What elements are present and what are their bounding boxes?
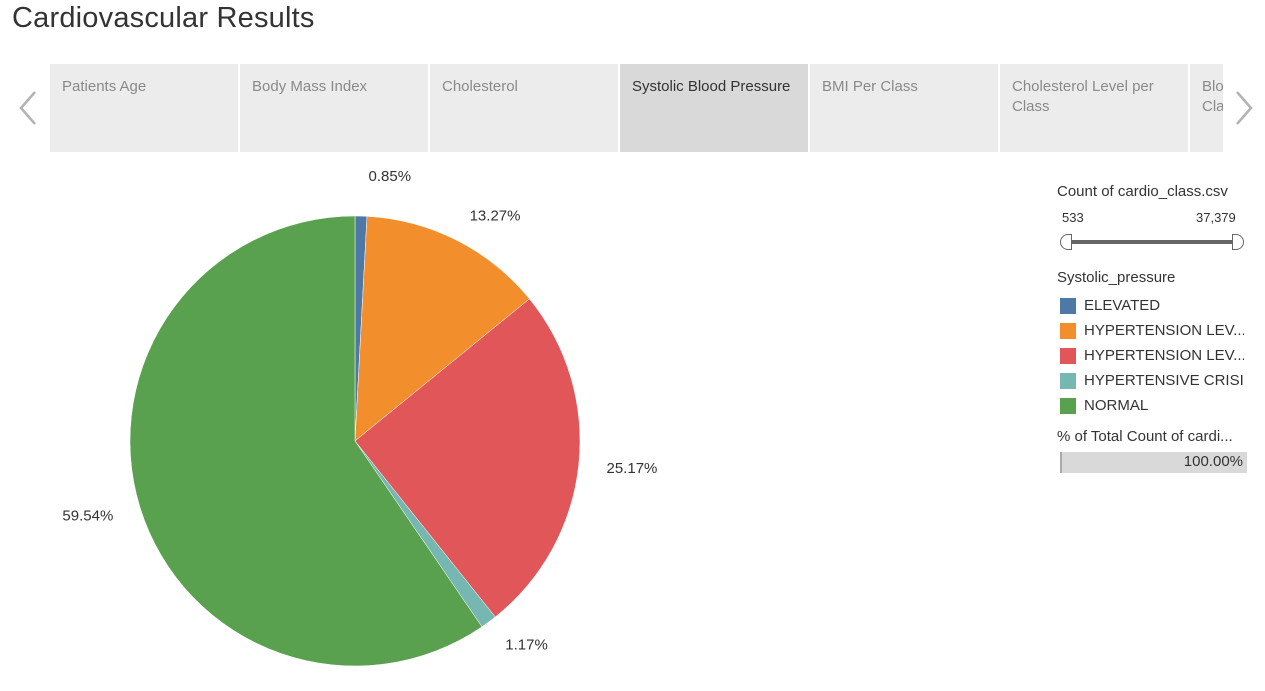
- previous-story-button[interactable]: [14, 84, 42, 132]
- range-slider-min-handle[interactable]: [1060, 234, 1072, 250]
- pie-slice-label: 59.54%: [62, 508, 113, 525]
- legend-swatch: [1060, 297, 1076, 314]
- story-tabs: Patients Age Body Mass Index Cholesterol…: [50, 64, 1223, 152]
- legend-swatch: [1060, 372, 1076, 389]
- chevron-right-icon: [1236, 91, 1253, 125]
- legend-label: ELEVATED: [1084, 297, 1161, 314]
- range-slider-max-handle[interactable]: [1232, 234, 1244, 250]
- pie-slice-label: 25.17%: [607, 460, 658, 477]
- legend-label: HYPERTENSION LEV...: [1084, 322, 1244, 339]
- range-min-value: 533: [1062, 210, 1084, 225]
- page-title: Cardiovascular Results: [12, 2, 315, 34]
- legend-swatch: [1060, 322, 1076, 339]
- legend-title: Systolic_pressure: [1057, 269, 1176, 286]
- tab-body-mass-index[interactable]: Body Mass Index: [240, 64, 428, 152]
- tab-bmi-per-class[interactable]: BMI Per Class: [810, 64, 998, 152]
- systolic-pressure-pie-chart: 0.85% 13.27% 25.17% 1.17% 59.54%: [62, 168, 658, 667]
- percent-of-total-title: % of Total Count of cardi...: [1057, 428, 1233, 445]
- legend-label: NORMAL: [1084, 397, 1149, 414]
- legend-swatch: [1060, 347, 1076, 364]
- pie-slice-hypertension-level-1[interactable]: [354, 216, 530, 442]
- legend-item-hypertension-level-2[interactable]: HYPERTENSION LEV...: [1060, 343, 1250, 368]
- pie-slice-label: 0.85%: [369, 168, 412, 185]
- tab-patients-age[interactable]: Patients Age: [50, 64, 238, 152]
- pie-slice-label: 13.27%: [470, 208, 521, 225]
- tab-systolic-blood-pressure[interactable]: Systolic Blood Pressure: [620, 64, 808, 152]
- tab-blood-pressure-per-class[interactable]: Blood Pressure per Class: [1190, 64, 1223, 152]
- pie-slice-hypertension-level-2[interactable]: [354, 298, 581, 618]
- percent-of-total-bar[interactable]: 100.00%: [1060, 452, 1247, 473]
- tab-cholesterol[interactable]: Cholesterol: [430, 64, 618, 152]
- next-story-button[interactable]: [1230, 84, 1258, 132]
- legend-label: HYPERTENSIVE CRISIS: [1084, 372, 1244, 389]
- pie-slice-label: 1.17%: [505, 637, 548, 654]
- legend-label: HYPERTENSION LEV...: [1084, 347, 1244, 364]
- range-slider-track[interactable]: [1066, 240, 1238, 244]
- tab-cholesterol-level-per-class[interactable]: Cholesterol Level per Class: [1000, 64, 1188, 152]
- legend-item-normal[interactable]: NORMAL: [1060, 393, 1250, 418]
- legend-swatch: [1060, 397, 1076, 414]
- story-tabs-strip: Patients Age Body Mass Index Cholesterol…: [50, 64, 1223, 152]
- count-filter-title: Count of cardio_class.csv: [1057, 183, 1228, 200]
- color-legend: ELEVATED HYPERTENSION LEV... HYPERTENSIO…: [1060, 293, 1250, 418]
- range-max-value: 37,379: [1196, 210, 1236, 225]
- legend-item-elevated[interactable]: ELEVATED: [1060, 293, 1250, 318]
- legend-item-hypertensive-crisis[interactable]: HYPERTENSIVE CRISIS: [1060, 368, 1250, 393]
- legend-item-hypertension-level-1[interactable]: HYPERTENSION LEV...: [1060, 318, 1250, 343]
- chevron-left-icon: [19, 91, 36, 125]
- percent-of-total-value: 100.00%: [1183, 453, 1243, 470]
- pie-slice-normal[interactable]: [129, 215, 483, 667]
